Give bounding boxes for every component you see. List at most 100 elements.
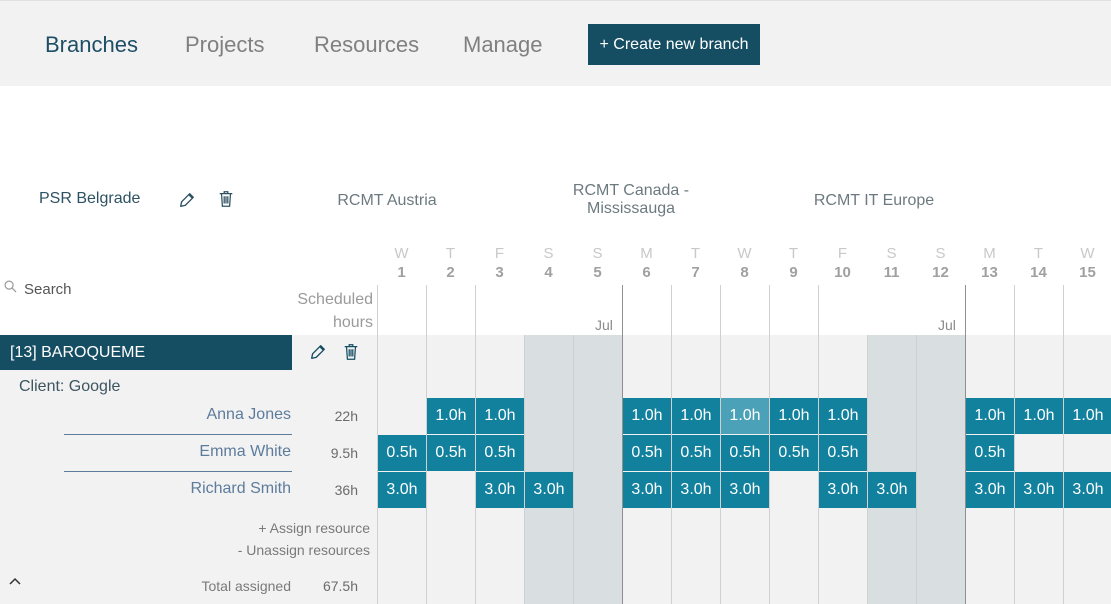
- schedule-cell[interactable]: 0.5h: [623, 435, 671, 471]
- schedule-cell[interactable]: 0.5h: [819, 435, 867, 471]
- schedule-cell[interactable]: 3.0h: [525, 472, 573, 508]
- schedule-cell[interactable]: 1.0h: [770, 398, 818, 434]
- day-letter: W: [737, 245, 752, 262]
- schedule-cell[interactable]: 3.0h: [721, 472, 769, 508]
- day-number: 15: [1079, 264, 1096, 281]
- day-header: T 14: [1014, 244, 1063, 282]
- collapse-icon[interactable]: [8, 575, 22, 589]
- day-column: [377, 285, 426, 604]
- resource-name[interactable]: Emma White: [199, 443, 291, 460]
- day-number: 2: [446, 264, 455, 281]
- edit-project-icon[interactable]: [309, 342, 327, 362]
- day-number: 9: [789, 264, 798, 281]
- branch-rcmt-it-europe[interactable]: RCMT IT Europe: [813, 192, 935, 209]
- delete-branch-icon[interactable]: [217, 189, 235, 209]
- day-letter: T: [788, 245, 799, 262]
- schedule-cell[interactable]: 0.5h: [770, 435, 818, 471]
- schedule-cell[interactable]: 3.0h: [1015, 472, 1063, 508]
- branch-selected[interactable]: PSR Belgrade: [39, 190, 141, 207]
- schedule-cell[interactable]: 1.0h: [966, 398, 1014, 434]
- tab-resources[interactable]: Resources: [314, 32, 420, 57]
- schedule-cell[interactable]: 3.0h: [1064, 472, 1111, 508]
- day-number: 8: [740, 264, 749, 281]
- search-icon: [4, 280, 17, 293]
- total-assigned-value: 67.5h: [322, 578, 358, 594]
- scheduled-hours-label: Scheduled hours: [297, 291, 373, 331]
- schedule-cell[interactable]: 0.5h: [672, 435, 720, 471]
- day-column: [1063, 285, 1111, 604]
- schedule-grid: W 1 T 2 F 3 S 4 S 5 M 6 T 7 W 8 T 9 F 10 S 11 S 12 M 13 T 14 W 15 Jul J…: [377, 240, 1111, 604]
- day-column: [1014, 285, 1063, 604]
- schedule-cell[interactable]: 0.5h: [476, 435, 524, 471]
- total-assigned-label: Total assigned: [201, 578, 291, 594]
- edit-branch-icon[interactable]: [178, 190, 196, 210]
- schedule-cell[interactable]: 0.5h: [721, 435, 769, 471]
- schedule-cell[interactable]: 0.5h: [966, 435, 1014, 471]
- day-header: M 13: [965, 244, 1014, 282]
- branch-rcmt-austria[interactable]: RCMT Austria: [337, 192, 437, 209]
- schedule-cell[interactable]: 1.0h: [1064, 398, 1111, 434]
- resource-name[interactable]: Anna Jones: [206, 406, 291, 423]
- schedule-cell[interactable]: 3.0h: [819, 472, 867, 508]
- day-header: W 15: [1063, 244, 1111, 282]
- schedule-cell[interactable]: 1.0h: [427, 398, 475, 434]
- schedule-cell[interactable]: 0.5h: [378, 435, 426, 471]
- tab-projects[interactable]: Projects: [185, 32, 265, 57]
- day-column: [720, 285, 769, 604]
- day-column: [426, 285, 475, 604]
- unassign-resources-link[interactable]: - Unassign resources: [237, 542, 370, 558]
- tab-manage[interactable]: Manage: [463, 32, 543, 57]
- resource-name[interactable]: Richard Smith: [190, 480, 291, 497]
- day-letter: S: [886, 245, 897, 262]
- search-input[interactable]: [24, 278, 284, 300]
- day-column: [524, 335, 573, 604]
- schedule-cell[interactable]: 1.0h: [672, 398, 720, 434]
- branch-selector: PSR Belgrade RCMT Austria RCMT Canada - …: [0, 182, 1111, 222]
- schedule-cell[interactable]: 0.5h: [427, 435, 475, 471]
- project-title[interactable]: [13] BAROQUEME: [0, 335, 292, 370]
- resource-hours: 9.5h: [330, 445, 358, 461]
- day-column: [671, 285, 720, 604]
- schedule-cell[interactable]: 3.0h: [378, 472, 426, 508]
- day-letter: W: [1080, 245, 1095, 262]
- schedule-cell[interactable]: 3.0h: [966, 472, 1014, 508]
- day-letter: T: [690, 245, 701, 262]
- divider: [64, 471, 292, 472]
- day-number: 10: [834, 264, 851, 281]
- month-label: Jul: [595, 317, 613, 333]
- day-number: 4: [544, 264, 553, 281]
- schedule-cell[interactable]: 3.0h: [672, 472, 720, 508]
- top-navigation: Branches Projects Resources Manage + Cre…: [0, 0, 1111, 86]
- schedule-cell[interactable]: 1.0h: [721, 398, 769, 434]
- day-number: 1: [397, 264, 406, 281]
- day-letter: F: [837, 245, 848, 262]
- day-column: [965, 285, 1014, 604]
- assign-resource-link[interactable]: + Assign resource: [258, 520, 370, 536]
- schedule-cell[interactable]: 1.0h: [623, 398, 671, 434]
- resource-hours: 22h: [334, 408, 358, 424]
- create-new-branch-button[interactable]: + Create new branch: [588, 24, 760, 65]
- schedule-cell[interactable]: 1.0h: [1015, 398, 1063, 434]
- schedule-cell[interactable]: 3.0h: [623, 472, 671, 508]
- project-panel-background: [0, 335, 377, 604]
- tab-branches[interactable]: Branches: [45, 32, 138, 57]
- schedule-cell[interactable]: 1.0h: [819, 398, 867, 434]
- client-label: Client: Google: [19, 378, 121, 395]
- day-column: [475, 285, 524, 604]
- schedule-cell[interactable]: 3.0h: [476, 472, 524, 508]
- schedule-cell[interactable]: 1.0h: [476, 398, 524, 434]
- day-number: 12: [932, 264, 949, 281]
- day-letter: T: [1033, 245, 1044, 262]
- delete-project-icon[interactable]: [342, 342, 360, 362]
- day-column: [818, 285, 867, 604]
- branch-rcmt-canada[interactable]: RCMT Canada - Mississauga: [572, 182, 690, 217]
- schedule-cell[interactable]: 3.0h: [868, 472, 916, 508]
- day-number: 13: [981, 264, 998, 281]
- search-box: [0, 278, 290, 302]
